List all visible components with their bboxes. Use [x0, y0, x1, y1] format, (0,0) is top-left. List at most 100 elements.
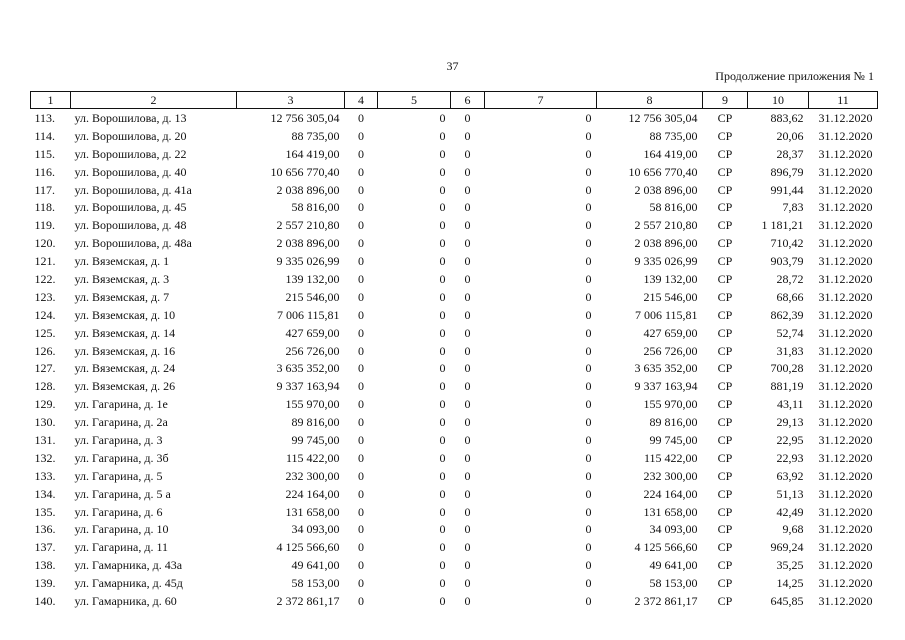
zero-cell: 0 — [464, 450, 471, 465]
zero-cell: 0 — [358, 254, 364, 269]
zero-cell: 0 — [464, 468, 471, 483]
area-cell: 1 181,21 — [761, 218, 804, 233]
code-cell: СР — [717, 379, 733, 394]
column-header: 7 — [484, 91, 597, 109]
row-number-cell: 139. — [34, 576, 56, 591]
zero-cell: 0 — [439, 486, 446, 501]
zero-cell: 0 — [464, 379, 471, 394]
zero-cell: 0 — [464, 576, 471, 591]
code-cell: СР — [717, 200, 733, 215]
zero-cell: 0 — [439, 432, 446, 447]
table-body: 113. ул. Ворошилова, д. 13 12 756 305,04 0 0… — [31, 109, 878, 610]
date-cell: 31.12.2020 — [818, 593, 873, 608]
zero-cell: 0 — [585, 397, 592, 412]
amount-cell: 2 372 861,17 — [276, 593, 340, 608]
total-cell: 427 659,00 — [643, 325, 698, 340]
amount-cell: 9 335 026,99 — [276, 254, 340, 269]
zero-cell: 0 — [585, 379, 592, 394]
zero-cell: 0 — [358, 379, 364, 394]
code-cell: СР — [717, 218, 733, 233]
zero-cell: 0 — [464, 110, 471, 125]
zero-cell: 0 — [439, 540, 446, 555]
zero-cell: 0 — [585, 432, 592, 447]
date-cell: 31.12.2020 — [818, 415, 873, 430]
date-cell: 31.12.2020 — [818, 576, 873, 591]
address-cell: ул. Вяземская, д. 1 — [74, 254, 170, 269]
zero-cell: 0 — [358, 540, 364, 555]
zero-cell: 0 — [439, 415, 446, 430]
zero-cell: 0 — [464, 397, 471, 412]
zero-cell: 0 — [464, 504, 471, 519]
total-cell: 2 038 896,00 — [634, 182, 698, 197]
zero-cell: 0 — [585, 218, 592, 233]
area-cell: 28,37 — [776, 146, 804, 161]
code-cell: СР — [717, 110, 733, 125]
total-cell: 9 337 163,94 — [634, 379, 698, 394]
zero-cell: 0 — [464, 593, 471, 608]
row-number-cell: 124. — [34, 307, 56, 322]
address-cell: ул. Ворошилова, д. 45 — [74, 200, 187, 215]
table-row: 115. ул. Ворошилова, д. 22 164 419,00 0 0 0 0 1… — [31, 145, 878, 163]
zero-cell: 0 — [439, 576, 446, 591]
area-cell: 9,68 — [782, 522, 804, 537]
zero-cell: 0 — [439, 522, 446, 537]
amount-cell: 88 735,00 — [291, 128, 340, 143]
row-number-cell: 123. — [34, 289, 56, 304]
amount-cell: 427 659,00 — [285, 325, 340, 340]
date-cell: 31.12.2020 — [818, 128, 873, 143]
area-cell: 903,79 — [770, 254, 804, 269]
zero-cell: 0 — [439, 450, 446, 465]
table-row: 119. ул. Ворошилова, д. 48 2 557 210,80 0 0 0… — [31, 216, 878, 234]
total-cell: 58 153,00 — [649, 576, 698, 591]
row-number-cell: 140. — [34, 593, 56, 608]
column-header: 9 — [702, 91, 748, 109]
address-cell: ул. Гамарника, д. 43а — [74, 558, 183, 573]
date-cell: 31.12.2020 — [818, 110, 873, 125]
zero-cell: 0 — [585, 522, 592, 537]
page-number: 37 — [446, 59, 459, 73]
column-header: 11 — [808, 91, 878, 109]
zero-cell: 0 — [439, 593, 446, 608]
total-cell: 232 300,00 — [643, 468, 698, 483]
code-cell: СР — [717, 486, 733, 501]
area-cell: 645,85 — [770, 593, 804, 608]
zero-cell: 0 — [464, 432, 471, 447]
table-row: 114. ул. Ворошилова, д. 20 88 735,00 0 0 0 0 88… — [31, 127, 878, 145]
zero-cell: 0 — [439, 289, 446, 304]
row-number-cell: 137. — [34, 540, 56, 555]
address-cell: ул. Гагарина, д. 2а — [74, 415, 168, 430]
table-row: 128. ул. Вяземская, д. 26 9 337 163,94 0 0 0 0… — [31, 377, 878, 395]
table-row: 130. ул. Гагарина, д. 2а 89 816,00 0 0 0 0 89 8… — [31, 413, 878, 431]
zero-cell: 0 — [358, 486, 364, 501]
area-cell: 68,66 — [776, 289, 804, 304]
address-cell: ул. Ворошилова, д. 41а — [74, 182, 192, 197]
total-cell: 256 726,00 — [643, 343, 698, 358]
total-cell: 58 816,00 — [649, 200, 698, 215]
zero-cell: 0 — [358, 343, 364, 358]
address-cell: ул. Гагарина, д. 10 — [74, 522, 169, 537]
data-table: 1 2 3 4 5 6 7 8 9 10 11 113. ул. Ворошило… — [30, 91, 878, 610]
row-number-cell: 130. — [34, 415, 56, 430]
table-row: 137. ул. Гагарина, д. 11 4 125 566,60 0 0 0 0 4… — [31, 538, 878, 556]
amount-cell: 9 337 163,94 — [276, 379, 340, 394]
table-row: 132. ул. Гагарина, д. 3б 115 422,00 0 0 0 0 115… — [31, 449, 878, 467]
address-cell: ул. Гагарина, д. 6 — [74, 504, 163, 519]
row-number-cell: 114. — [34, 128, 56, 143]
date-cell: 31.12.2020 — [818, 361, 873, 376]
row-number-cell: 118. — [34, 200, 56, 215]
zero-cell: 0 — [585, 110, 592, 125]
date-cell: 31.12.2020 — [818, 432, 873, 447]
area-cell: 862,39 — [770, 307, 804, 322]
amount-cell: 131 658,00 — [285, 504, 340, 519]
zero-cell: 0 — [439, 182, 446, 197]
row-number-cell: 116. — [34, 164, 56, 179]
row-number-cell: 127. — [34, 361, 56, 376]
date-cell: 31.12.2020 — [818, 307, 873, 322]
zero-cell: 0 — [358, 236, 364, 251]
total-cell: 34 093,00 — [649, 522, 698, 537]
date-cell: 31.12.2020 — [818, 146, 873, 161]
zero-cell: 0 — [439, 271, 446, 286]
code-cell: СР — [717, 325, 733, 340]
row-number-cell: 126. — [34, 343, 56, 358]
row-number-cell: 138. — [34, 558, 56, 573]
